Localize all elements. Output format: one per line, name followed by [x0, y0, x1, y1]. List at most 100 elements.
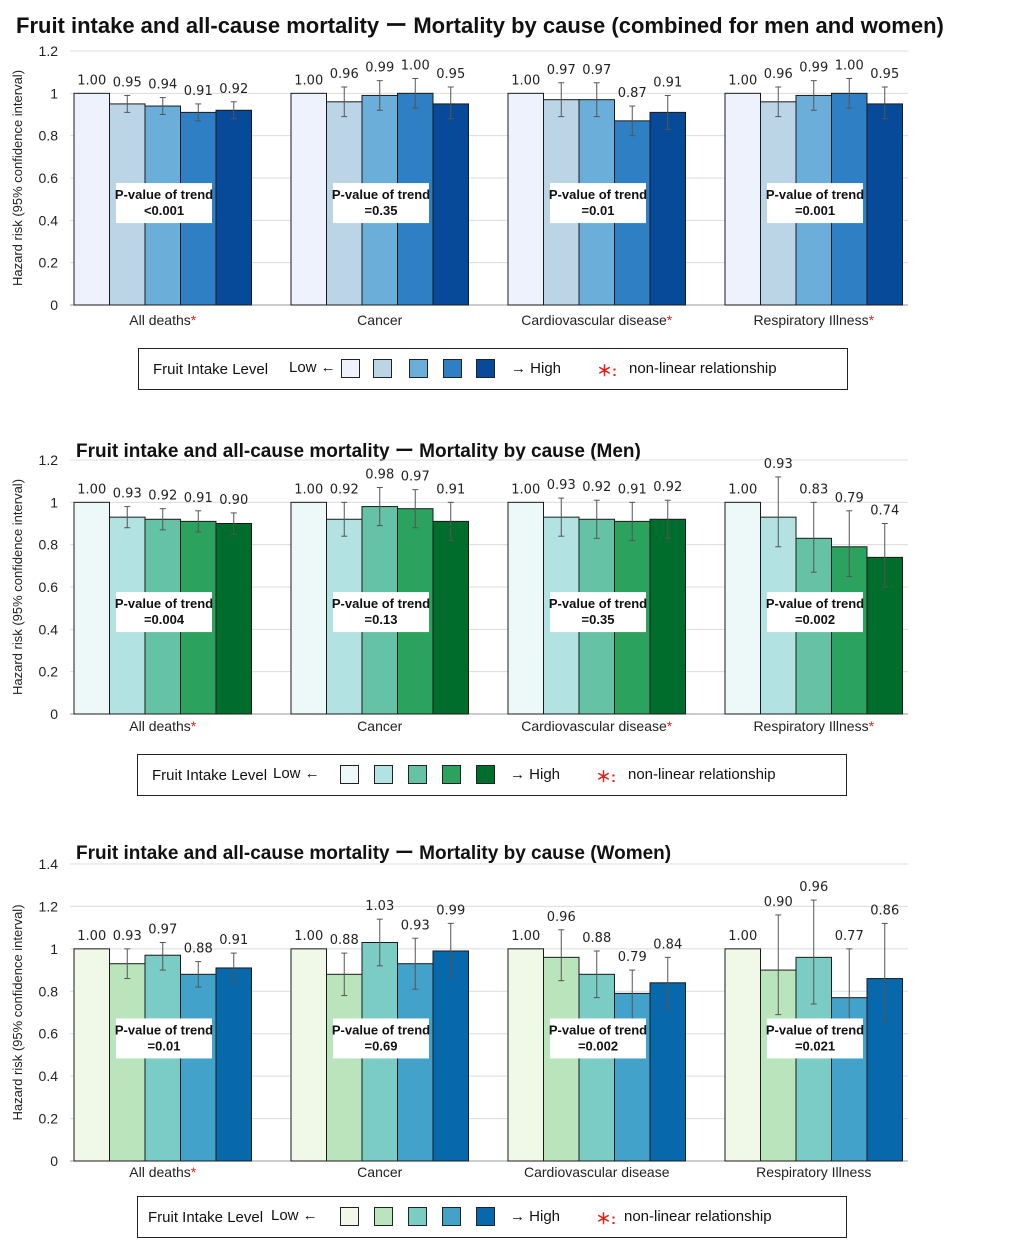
bar	[649, 111, 686, 306]
data-label: 1.00	[294, 73, 323, 88]
legend-swatch-5	[476, 765, 495, 784]
data-label: 0.96	[799, 880, 828, 895]
bar	[432, 103, 469, 306]
data-label: 0.92	[582, 480, 611, 495]
data-label: 0.96	[547, 910, 576, 925]
p-value-label: P-value of trend	[549, 596, 647, 611]
y-axis-label: Hazard risk (95% confidence interval)	[10, 904, 25, 1120]
category-label: Respiratory Illness*	[753, 312, 874, 328]
legend-note: non-linear relationship	[629, 360, 777, 377]
p-value: =0.01	[582, 203, 615, 218]
category-label: Cardiovascular disease*	[521, 312, 673, 328]
legend-swatch-3	[408, 1207, 427, 1226]
legend-swatch-2	[374, 1207, 393, 1226]
p-value-label: P-value of trend	[115, 596, 213, 611]
nonlinear-asterisk: *	[869, 312, 875, 328]
p-value-label: P-value of trend	[549, 1022, 647, 1037]
data-label: 0.87	[618, 86, 647, 101]
category-name: Cancer	[357, 312, 402, 328]
bar	[507, 92, 544, 306]
bar	[507, 948, 544, 1162]
bar	[507, 501, 544, 715]
legend: Fruit Intake Level Low ← → High ＊: non-l…	[138, 348, 848, 390]
bar	[649, 518, 686, 715]
p-value-label: P-value of trend	[332, 596, 430, 611]
legend-swatch-3	[408, 765, 427, 784]
data-label: 0.96	[330, 67, 359, 82]
y-tick-label: 0	[50, 706, 58, 722]
p-value-label: P-value of trend	[766, 1022, 864, 1037]
legend-swatch-1	[340, 765, 359, 784]
bar	[649, 982, 686, 1162]
data-label: 1.00	[77, 482, 106, 497]
legend-swatch-2	[373, 359, 392, 378]
legend-swatch-2	[374, 765, 393, 784]
p-value-label: P-value of trend	[115, 187, 213, 202]
data-label: 0.93	[401, 918, 430, 933]
data-label: 0.94	[148, 78, 177, 93]
y-tick-label: 0.8	[39, 128, 59, 144]
nonlinear-asterisk: *	[667, 718, 673, 734]
p-value: =0.13	[365, 612, 398, 627]
legend-label: Fruit Intake Level	[152, 767, 268, 784]
data-label: 0.99	[365, 61, 394, 76]
data-label: 0.91	[219, 933, 248, 948]
nonlinear-asterisk: *	[191, 312, 197, 328]
data-label: 0.77	[835, 929, 864, 944]
legend-high: → High	[510, 766, 561, 783]
bar	[109, 963, 146, 1162]
y-tick-label: 0.4	[39, 621, 59, 637]
p-value-box	[333, 1018, 429, 1059]
legend-swatch-4	[442, 1207, 461, 1226]
bar	[432, 520, 469, 715]
legend-low: Low ←	[271, 1207, 318, 1224]
category-label: Respiratory Illness*	[753, 718, 874, 734]
category-name: Cancer	[357, 718, 402, 734]
legend-high: → High	[511, 360, 562, 377]
data-label: 0.95	[436, 67, 465, 82]
bar	[724, 948, 761, 1162]
bar	[73, 92, 110, 306]
p-value-box	[550, 183, 646, 224]
data-label: 0.95	[113, 75, 142, 90]
category-label: All deaths*	[129, 718, 196, 734]
data-label: 0.79	[618, 950, 647, 965]
bar	[73, 948, 110, 1162]
p-value-box	[333, 592, 429, 633]
data-label: 0.88	[330, 933, 359, 948]
data-label: 0.79	[835, 491, 864, 506]
chart-title: Fruit intake and all-cause mortality ー M…	[76, 843, 672, 864]
category-label: Cancer	[357, 312, 402, 328]
y-tick-label: 1	[50, 941, 58, 957]
category-name: Respiratory Illness	[756, 1164, 871, 1180]
chart-panel-women: Fruit intake and all-cause mortality ー M…	[0, 822, 1024, 1252]
data-label: 0.90	[764, 895, 793, 910]
y-tick-label: 0.6	[39, 579, 59, 595]
data-label: 0.90	[219, 493, 248, 508]
p-value-box	[116, 592, 212, 633]
bar	[397, 963, 434, 1162]
p-value-label: P-value of trend	[766, 596, 864, 611]
data-label: 0.91	[436, 482, 465, 497]
nonlinear-asterisk: *	[191, 718, 197, 734]
category-name: Respiratory Illness	[753, 312, 868, 328]
p-value: <0.001	[144, 203, 184, 218]
data-label: 0.74	[870, 504, 899, 519]
p-value-box	[550, 592, 646, 633]
p-value: =0.002	[578, 1038, 618, 1053]
legend-star: ＊:	[597, 363, 617, 380]
legend: Fruit Intake Level Low ← → High ＊: non-l…	[137, 1196, 847, 1238]
data-label: 0.98	[365, 468, 394, 483]
p-value-label: P-value of trend	[766, 187, 864, 202]
data-label: 0.92	[330, 482, 359, 497]
data-label: 0.91	[184, 84, 213, 99]
category-name: Respiratory Illness	[753, 718, 868, 734]
y-tick-label: 0.8	[39, 537, 59, 553]
data-label: 1.00	[835, 59, 864, 74]
legend-star: ＊:	[596, 1211, 616, 1228]
data-label: 1.03	[365, 899, 394, 914]
data-label: 0.93	[113, 929, 142, 944]
data-label: 0.91	[618, 482, 647, 497]
legend: Fruit Intake Level Low ← → High ＊: non-l…	[137, 754, 847, 796]
legend-note: non-linear relationship	[628, 766, 776, 783]
